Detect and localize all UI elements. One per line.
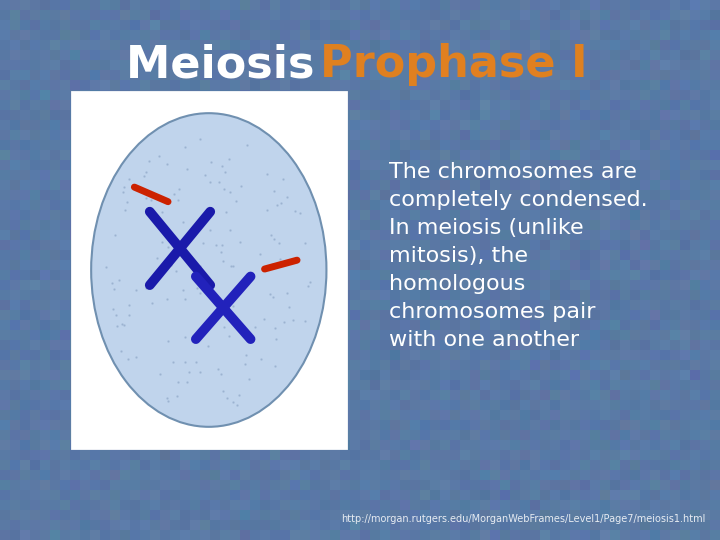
Text: http://morgan.rutgers.edu/MorganWebFrames/Level1/Page7/meiosis1.html: http://morgan.rutgers.edu/MorganWebFrame… xyxy=(341,514,706,524)
Text: Meiosis: Meiosis xyxy=(126,43,330,86)
Bar xyxy=(72,92,346,448)
Text: The chromosomes are
completely condensed.
In meiosis (unlike
mitosis), the
homol: The chromosomes are completely condensed… xyxy=(389,162,647,350)
Ellipse shape xyxy=(91,113,326,427)
Text: Prophase I: Prophase I xyxy=(320,43,588,86)
